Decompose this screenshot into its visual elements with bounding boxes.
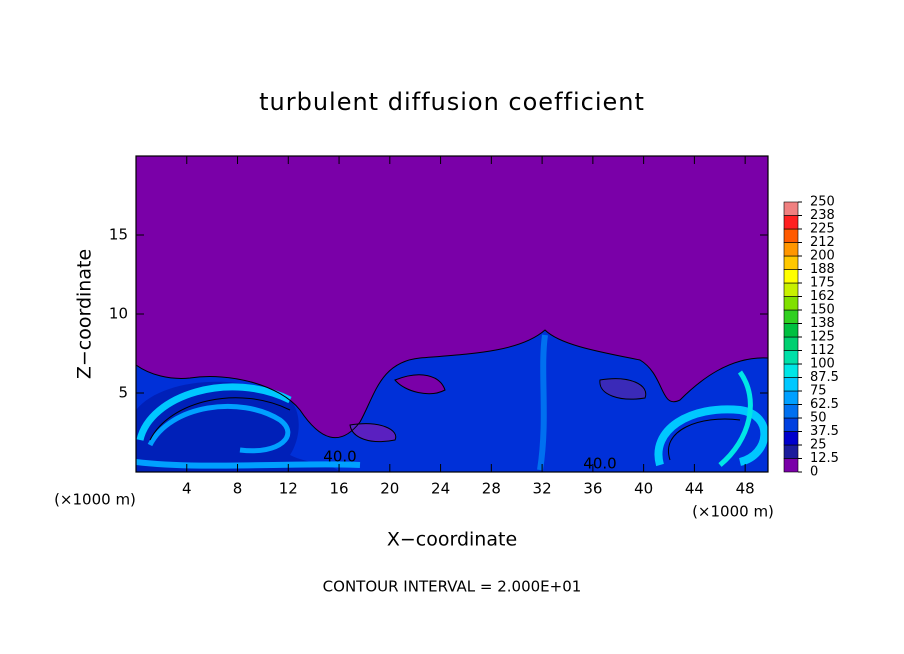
colorbar-band xyxy=(783,282,799,297)
colorbar-band xyxy=(783,215,799,230)
contour-label: 40.0 xyxy=(323,448,356,466)
x-tick-label: 28 xyxy=(482,480,501,498)
x-axis-label: X−coordinate xyxy=(387,529,517,551)
colorbar-band xyxy=(783,269,799,284)
y-tick-label: 15 xyxy=(109,226,128,244)
colorbar-band xyxy=(783,431,799,446)
colorbar-label: 250 xyxy=(810,195,835,210)
colorbar-label: 112 xyxy=(810,343,835,358)
colorbar-band xyxy=(783,228,799,243)
x-tick-label: 32 xyxy=(533,480,552,498)
colorbar-label: 0 xyxy=(810,465,818,480)
colorbar-band xyxy=(783,377,799,392)
colorbar-band xyxy=(783,336,799,351)
colorbar-label: 150 xyxy=(810,303,835,318)
chart-title: turbulent diffusion coefficient xyxy=(259,88,645,116)
y-axis-label: Z−coordinate xyxy=(74,249,96,379)
colorbar-label: 212 xyxy=(810,235,835,250)
colorbar-label: 175 xyxy=(810,276,835,291)
x-tick-label: 40 xyxy=(634,480,653,498)
colorbar-label: 138 xyxy=(810,316,835,331)
colorbar-label: 200 xyxy=(810,249,835,264)
colorbar-band xyxy=(783,309,799,324)
colorbar-band xyxy=(783,201,799,216)
colorbar-band xyxy=(783,444,799,459)
colorbar-label: 25 xyxy=(810,438,827,453)
field xyxy=(136,156,768,472)
colorbar-band xyxy=(783,255,799,270)
y-tick-label: 10 xyxy=(109,305,128,323)
contour-label: 40.0 xyxy=(583,455,616,473)
colorbar-label: 12.5 xyxy=(810,451,839,466)
x-tick-label: 48 xyxy=(736,480,755,498)
colorbar-label: 50 xyxy=(810,411,827,426)
colorbar-label: 162 xyxy=(810,289,835,304)
colorbar-band xyxy=(783,242,799,257)
colorbar-band xyxy=(783,350,799,365)
colorbar-label: 225 xyxy=(810,222,835,237)
x-unit: (×1000 m) xyxy=(692,503,774,521)
x-tick-label: 4 xyxy=(182,480,192,498)
colorbar-label: 188 xyxy=(810,262,835,277)
colorbar-band xyxy=(783,363,799,378)
colorbar-band xyxy=(783,296,799,311)
colorbar-label: 62.5 xyxy=(810,397,839,412)
colorbar-label: 238 xyxy=(810,208,835,223)
x-tick-label: 44 xyxy=(685,480,704,498)
x-tick-label: 36 xyxy=(583,480,602,498)
colorbar-label: 87.5 xyxy=(810,370,839,385)
colorbar-band xyxy=(783,390,799,405)
colorbar-label: 100 xyxy=(810,357,835,372)
y-unit: (×1000 m) xyxy=(54,491,136,509)
colorbar-band xyxy=(783,417,799,432)
colorbar-label: 37.5 xyxy=(810,424,839,439)
colorbar-label: 75 xyxy=(810,384,827,399)
x-tick-label: 16 xyxy=(330,480,349,498)
y-tick-label: 5 xyxy=(118,384,128,402)
colorbar-band xyxy=(783,458,799,473)
x-tick-label: 20 xyxy=(380,480,399,498)
colorbar-label: 125 xyxy=(810,330,835,345)
colorbar-band xyxy=(783,323,799,338)
x-tick-label: 8 xyxy=(233,480,243,498)
x-tick-label: 12 xyxy=(279,480,298,498)
colorbar-band xyxy=(783,404,799,419)
x-tick-label: 24 xyxy=(431,480,450,498)
contour-note: CONTOUR INTERVAL = 2.000E+01 xyxy=(323,578,582,596)
